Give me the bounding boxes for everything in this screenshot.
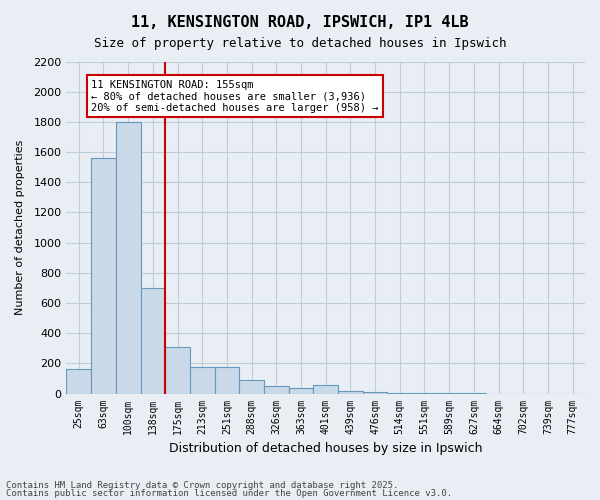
Bar xyxy=(388,393,412,394)
Bar xyxy=(289,388,313,394)
Bar xyxy=(190,367,215,394)
Text: Contains public sector information licensed under the Open Government Licence v3: Contains public sector information licen… xyxy=(6,489,452,498)
Bar xyxy=(239,380,264,394)
Bar xyxy=(91,158,116,394)
Text: 11 KENSINGTON ROAD: 155sqm
← 80% of detached houses are smaller (3,936)
20% of s: 11 KENSINGTON ROAD: 155sqm ← 80% of deta… xyxy=(91,80,379,113)
Bar xyxy=(363,392,388,394)
Bar xyxy=(140,288,165,394)
Y-axis label: Number of detached properties: Number of detached properties xyxy=(15,140,25,315)
Text: 11, KENSINGTON ROAD, IPSWICH, IP1 4LB: 11, KENSINGTON ROAD, IPSWICH, IP1 4LB xyxy=(131,15,469,30)
Bar xyxy=(165,347,190,394)
Text: Contains HM Land Registry data © Crown copyright and database right 2025.: Contains HM Land Registry data © Crown c… xyxy=(6,480,398,490)
Bar xyxy=(215,367,239,394)
Bar xyxy=(338,390,363,394)
X-axis label: Distribution of detached houses by size in Ipswich: Distribution of detached houses by size … xyxy=(169,442,482,455)
Bar xyxy=(67,370,91,394)
Text: Size of property relative to detached houses in Ipswich: Size of property relative to detached ho… xyxy=(94,38,506,51)
Bar xyxy=(116,122,140,394)
Bar xyxy=(313,386,338,394)
Bar xyxy=(264,386,289,394)
